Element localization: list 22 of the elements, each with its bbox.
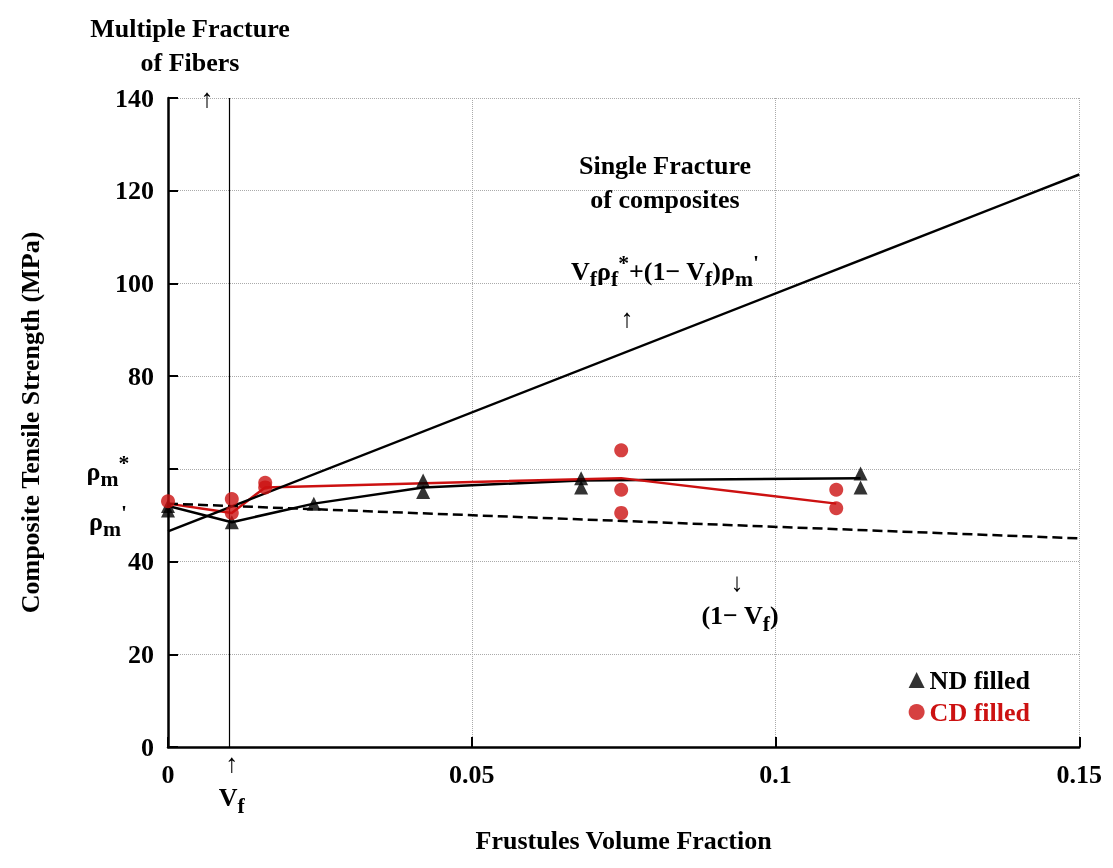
x-tick-label: 0 [161, 759, 175, 789]
y-tick-label: 20 [128, 639, 154, 669]
y-tick-label: 140 [115, 83, 154, 113]
y-tick-label: 40 [128, 547, 154, 577]
ref-line-label: ↑ V$_{f}$ [218, 748, 245, 820]
legend-label: CD filled [929, 697, 1031, 727]
y-tick-label: 80 [128, 361, 154, 391]
annotation: ↓ [730, 567, 744, 599]
legend-label: ND filled [929, 665, 1031, 695]
y-tick-label: 100 [115, 268, 154, 298]
x-tick-label: 0.15 [1056, 759, 1102, 789]
annotation: Single Fracture of composites [578, 150, 752, 216]
y-tick-label: 0 [141, 732, 154, 762]
annotation: ↑ [620, 303, 634, 335]
x-tick-label: 0.05 [449, 759, 495, 789]
x-axis-title: Frustules Volume Fraction [475, 825, 773, 855]
x-tick-label: 0.1 [759, 759, 792, 789]
y-axis-title: Composite Tensile Strength (MPa) [15, 231, 45, 614]
y-tick-label: 120 [115, 176, 154, 206]
annotation: ↑ [200, 83, 214, 115]
annotation: (1− V$_{f}$) [701, 600, 779, 638]
text: Multiple Fracture of Fibers [90, 13, 290, 79]
